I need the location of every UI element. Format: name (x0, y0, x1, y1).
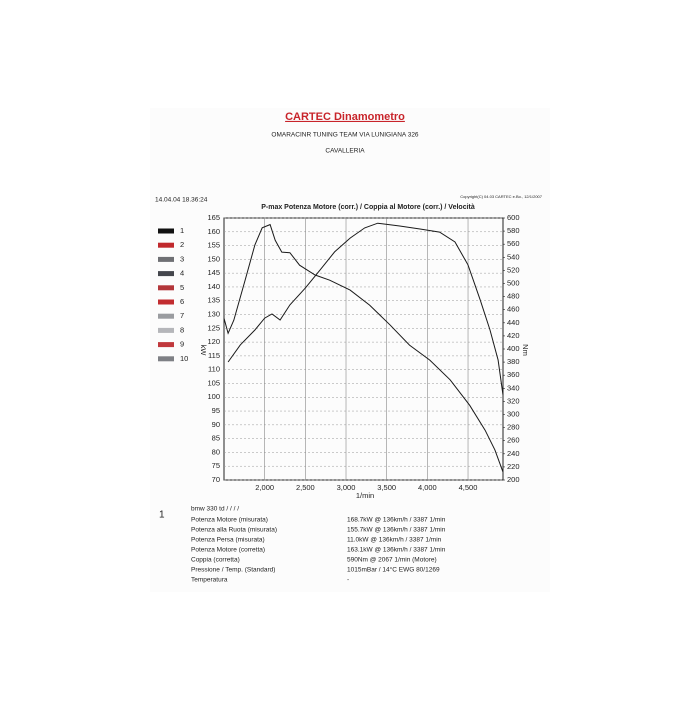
legend-swatch (158, 271, 174, 277)
date: 14.04.04 18.36:24 (155, 197, 208, 204)
legend-swatch (158, 299, 174, 305)
y2-tick-label: 460 (507, 305, 520, 314)
legend-swatch (158, 342, 174, 348)
y2-tick-label: 200 (507, 475, 520, 484)
y2-tick-label: 600 (507, 213, 520, 222)
legend-swatch (158, 228, 174, 234)
subtitle: OMARACINR TUNING TEAM VIA LUNIGIANA 326 (271, 132, 419, 139)
result-label: Potenza Persa (misurata) (191, 537, 265, 544)
y2-tick-label: 420 (507, 331, 520, 340)
legend-swatch (158, 256, 174, 262)
y-tick-label: 75 (212, 461, 220, 470)
result-label: Coppia (corretta) (191, 557, 240, 564)
y2-label: Nm (521, 344, 530, 356)
result-value: 590Nm @ 2067 1/min (Motore) (347, 557, 437, 564)
y2-tick-label: 400 (507, 344, 520, 353)
result-label: Temperatura (191, 577, 228, 584)
y-tick-label: 110 (208, 365, 220, 374)
legend-swatch (158, 242, 174, 248)
x-tick-label: 4,500 (459, 483, 478, 492)
y-tick-label: 150 (207, 254, 220, 263)
y-tick-label: 80 (212, 447, 220, 456)
y2-tick-label: 300 (507, 409, 520, 418)
legend-label: 4 (180, 269, 184, 278)
y-tick-label: 155 (207, 241, 220, 250)
legend-label: 5 (180, 283, 184, 292)
legend-label: 6 (180, 297, 184, 306)
result-value: 11.0kW @ 136km/h / 3387 1/min (347, 537, 442, 544)
legend-label: 1 (180, 226, 184, 235)
y-tick-label: 85 (212, 434, 220, 443)
y-tick-label: 125 (207, 323, 220, 332)
y-tick-label: 115 (208, 351, 220, 360)
vehicle: bmw 330 td / / / / (191, 506, 239, 513)
copyright: Copyright(C) 04.03 CARTEC e.Bo., 12/1/20… (460, 194, 543, 199)
result-value: 168.7kW @ 136km/h / 3387 1/min (347, 517, 446, 524)
y-tick-label: 100 (207, 392, 220, 401)
x-tick-label: 4,000 (418, 483, 437, 492)
y2-tick-label: 500 (507, 278, 520, 287)
curve (223, 223, 504, 473)
y-tick-label: 95 (212, 406, 220, 415)
y2-tick-label: 240 (507, 449, 520, 458)
y2-tick-label: 480 (507, 292, 520, 301)
x-tick-label: 2,000 (255, 483, 274, 492)
x-tick-label: 3,000 (337, 483, 356, 492)
y2-tick-label: 540 (507, 252, 520, 261)
legend-swatch (158, 327, 174, 333)
y2-tick-label: 440 (507, 318, 520, 327)
y2-tick-label: 580 (507, 226, 520, 235)
legend-swatch (158, 285, 174, 291)
y2-tick-label: 320 (507, 396, 520, 405)
legend-label: 9 (180, 340, 184, 349)
legend-swatch (158, 313, 174, 319)
result-label: Pressione / Temp. (Standard) (191, 567, 275, 574)
title: CARTEC Dinamometro (285, 111, 405, 123)
y2-tick-label: 280 (507, 423, 520, 432)
result-value: 155.7kW @ 136km/h / 3387 1/min (347, 527, 446, 534)
result-value: 1015mBar / 14°C EWG 80/1269 (347, 566, 440, 574)
result-value: 163.1kW @ 136km/h / 3387 1/min (347, 547, 446, 554)
y2-tick-label: 380 (507, 357, 520, 366)
legend-label: 3 (180, 254, 184, 263)
y2-tick-label: 560 (507, 239, 520, 248)
legend-swatch (158, 356, 174, 362)
y2-tick-label: 360 (507, 370, 520, 379)
y2-tick-label: 220 (507, 462, 520, 471)
y-tick-label: 140 (207, 282, 220, 291)
chart-title: P-max Potenza Motore (corr.) / Coppia al… (261, 204, 475, 211)
subtitle: CAVALLERIA (325, 148, 365, 155)
curve (227, 222, 504, 396)
x-label: 1/min (356, 491, 374, 500)
result-label: Potenza Motore (misurata) (191, 517, 268, 524)
y-tick-label: 165 (207, 213, 220, 222)
y-label: kW (199, 345, 208, 357)
y-tick-label: 120 (207, 337, 220, 346)
x-tick-label: 3,500 (377, 483, 396, 492)
y-tick-label: 130 (207, 310, 220, 319)
legend-label: 2 (180, 240, 184, 249)
legend-label: 10 (180, 354, 188, 363)
y2-tick-label: 520 (507, 265, 520, 274)
y2-tick-label: 340 (507, 383, 520, 392)
y2-tick-label: 260 (507, 436, 520, 445)
legend-label: 8 (180, 325, 184, 334)
y-tick-label: 160 (207, 227, 220, 236)
result-label: Potenza alla Ruota (misurata) (191, 527, 277, 534)
result-label: Potenza Motore (corretta) (191, 547, 265, 554)
y-tick-label: 145 (207, 268, 220, 277)
legend-label: 7 (180, 311, 184, 320)
y-tick-label: 105 (207, 378, 220, 387)
paper (150, 108, 550, 592)
y-tick-label: 90 (212, 420, 220, 429)
run-number: 1 (159, 510, 165, 521)
x-tick-label: 2,500 (296, 483, 315, 492)
y-tick-label: 70 (212, 475, 220, 484)
y-tick-label: 135 (207, 296, 220, 305)
result-value: - (347, 577, 349, 584)
